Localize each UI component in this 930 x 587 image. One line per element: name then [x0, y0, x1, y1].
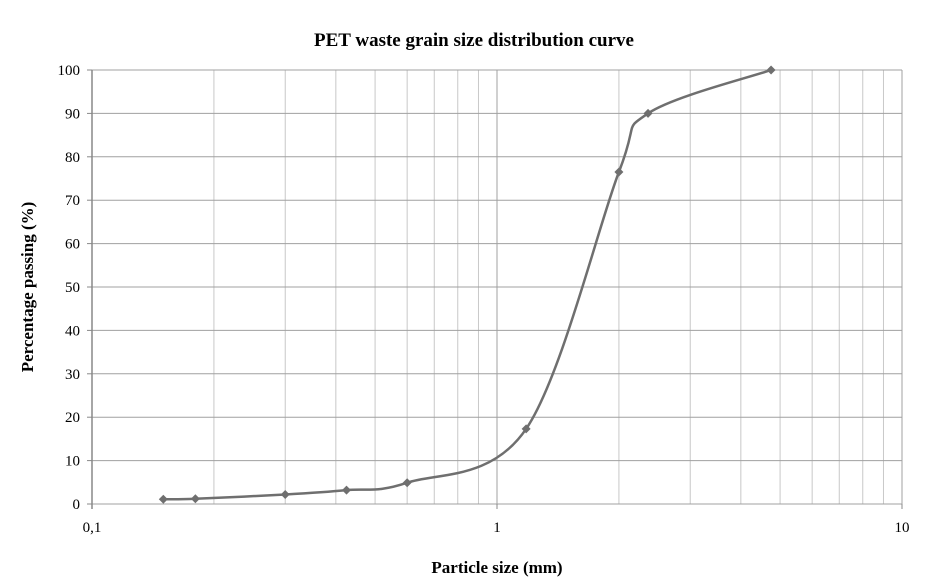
data-point-marker: [643, 108, 653, 118]
y-tick-label: 100: [58, 63, 81, 79]
chart-title: PET waste grain size distribution curve: [314, 30, 634, 51]
y-tick-label: 20: [65, 410, 80, 426]
series: [158, 65, 776, 504]
data-point-marker: [402, 478, 412, 488]
y-tick-label: 0: [73, 497, 81, 513]
x-tick-label: 0,1: [83, 520, 102, 536]
y-tick-label: 70: [65, 193, 80, 209]
x-axis-ticks: 0,1 1 10: [83, 504, 910, 536]
data-point-marker: [341, 485, 351, 495]
data-point-marker: [521, 424, 531, 434]
data-point-marker: [280, 489, 290, 499]
y-axis-ticks: 0 10 20 30 40 50 60 70 80 90 100: [58, 63, 92, 513]
grid: [91, 69, 903, 509]
y-axis-label: Percentage passing (%): [18, 202, 37, 373]
x-axis-label: Particle size (mm): [431, 558, 562, 577]
y-tick-label: 60: [65, 237, 80, 253]
data-point-marker: [190, 494, 200, 504]
x-tick-label: 1: [493, 520, 501, 536]
y-tick-label: 30: [65, 367, 80, 383]
y-tick-label: 50: [65, 280, 80, 296]
x-tick-label: 10: [895, 520, 910, 536]
y-tick-label: 90: [65, 106, 80, 122]
series-line: [163, 68, 772, 501]
data-point-marker: [614, 167, 624, 177]
data-point-marker: [158, 494, 168, 504]
y-tick-label: 10: [65, 454, 80, 470]
data-point-marker: [766, 65, 776, 75]
y-tick-label: 80: [65, 150, 80, 166]
y-tick-label: 40: [65, 323, 80, 339]
